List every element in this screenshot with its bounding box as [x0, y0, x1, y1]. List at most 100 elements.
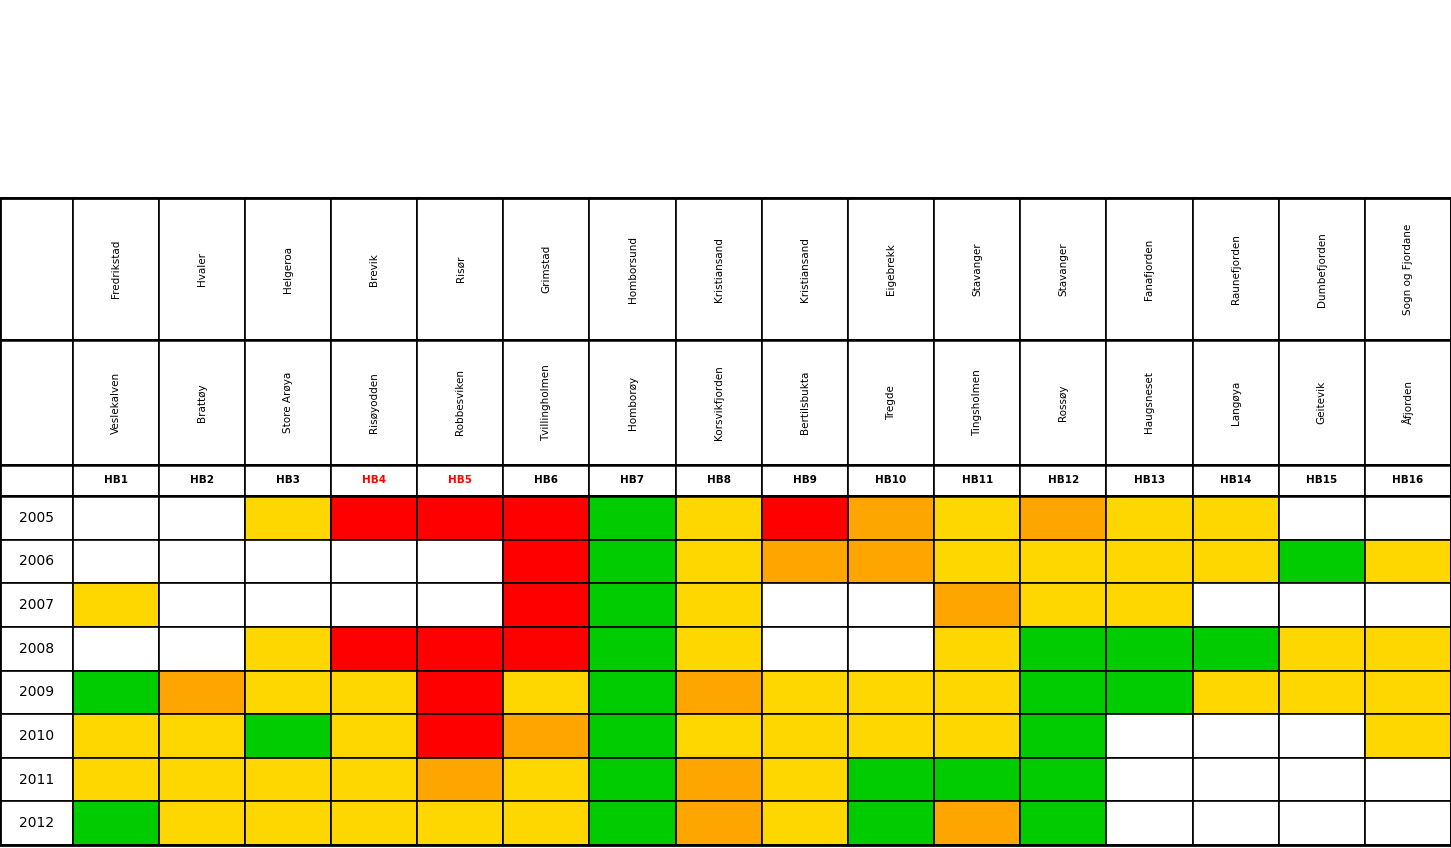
Text: HB11: HB11 — [962, 476, 992, 485]
Bar — [245, 539, 331, 583]
Bar — [158, 801, 245, 845]
Bar — [589, 496, 676, 539]
Text: Stavanger: Stavanger — [1058, 243, 1068, 296]
Bar — [1107, 340, 1193, 465]
Bar — [1278, 496, 1365, 539]
Text: HB13: HB13 — [1133, 476, 1165, 485]
Bar — [1278, 198, 1365, 340]
Bar — [1365, 758, 1451, 801]
Bar — [245, 758, 331, 801]
Text: HB15: HB15 — [1306, 476, 1338, 485]
Bar — [418, 627, 503, 671]
Bar — [1020, 627, 1106, 671]
Text: Hvaler: Hvaler — [197, 252, 207, 287]
Bar — [762, 465, 847, 496]
Text: Rossøy: Rossøy — [1058, 384, 1068, 421]
Text: Eigebrekk: Eigebrekk — [887, 243, 897, 295]
Bar — [0, 496, 73, 539]
Text: Haugsneset: Haugsneset — [1145, 371, 1155, 433]
Text: Raunefjorden: Raunefjorden — [1230, 234, 1241, 304]
Bar — [1193, 539, 1278, 583]
Text: Brattøy: Brattøy — [197, 383, 207, 421]
Bar — [1365, 340, 1451, 465]
Text: 2009: 2009 — [19, 685, 54, 700]
Text: Homborsund: Homborsund — [627, 236, 637, 303]
Bar — [331, 627, 418, 671]
Text: Dumbefjorden: Dumbefjorden — [1316, 232, 1326, 307]
Bar — [934, 583, 1020, 627]
Bar — [503, 539, 589, 583]
Bar — [0, 627, 73, 671]
Text: 2010: 2010 — [19, 729, 54, 743]
Bar — [762, 671, 847, 714]
Bar — [418, 758, 503, 801]
Bar — [73, 671, 158, 714]
Bar — [418, 340, 503, 465]
Bar — [1278, 627, 1365, 671]
Bar — [589, 627, 676, 671]
Bar — [158, 465, 245, 496]
Bar — [0, 539, 73, 583]
Bar — [418, 198, 503, 340]
Bar — [847, 465, 934, 496]
Bar — [847, 758, 934, 801]
Bar — [331, 583, 418, 627]
Text: Risør: Risør — [456, 256, 466, 282]
Text: Kristiansand: Kristiansand — [714, 237, 724, 302]
Bar — [503, 714, 589, 758]
Bar — [1020, 198, 1106, 340]
Bar — [1020, 539, 1106, 583]
Text: Korsvikfjorden: Korsvikfjorden — [714, 365, 724, 440]
Bar — [331, 671, 418, 714]
Bar — [1020, 340, 1106, 465]
Text: Homborøy: Homborøy — [627, 376, 637, 430]
Bar — [676, 465, 762, 496]
Text: Robbesviken: Robbesviken — [456, 370, 466, 436]
Text: 2011: 2011 — [19, 773, 54, 787]
Text: HB7: HB7 — [621, 476, 644, 485]
Bar — [73, 465, 158, 496]
Text: Fanafjorden: Fanafjorden — [1145, 238, 1155, 300]
Bar — [503, 627, 589, 671]
Bar — [676, 583, 762, 627]
Bar — [1107, 714, 1193, 758]
Bar — [1020, 758, 1106, 801]
Bar — [1278, 465, 1365, 496]
Bar — [0, 198, 1451, 845]
Bar — [762, 496, 847, 539]
Bar — [331, 198, 418, 340]
Bar — [245, 801, 331, 845]
Bar — [245, 465, 331, 496]
Bar — [1365, 539, 1451, 583]
Bar — [1193, 801, 1278, 845]
Bar — [1020, 714, 1106, 758]
Text: Risøyodden: Risøyodden — [369, 372, 379, 432]
Text: Tingsholmen: Tingsholmen — [972, 369, 982, 436]
Bar — [847, 539, 934, 583]
Bar — [676, 198, 762, 340]
Bar — [589, 465, 676, 496]
Bar — [73, 714, 158, 758]
Bar — [1193, 758, 1278, 801]
Text: HB14: HB14 — [1220, 476, 1251, 485]
Bar — [158, 496, 245, 539]
Bar — [1365, 583, 1451, 627]
Text: 2006: 2006 — [19, 555, 54, 568]
Bar — [1020, 465, 1106, 496]
Text: Brevik: Brevik — [369, 253, 379, 286]
Bar — [762, 758, 847, 801]
Bar — [676, 671, 762, 714]
Bar — [847, 801, 934, 845]
Bar — [503, 583, 589, 627]
Bar — [762, 714, 847, 758]
Bar — [589, 671, 676, 714]
Bar — [1193, 714, 1278, 758]
Bar — [934, 198, 1020, 340]
Bar — [1107, 465, 1193, 496]
Bar — [762, 340, 847, 465]
Bar — [245, 627, 331, 671]
Bar — [245, 340, 331, 465]
Bar — [1365, 801, 1451, 845]
Bar — [418, 714, 503, 758]
Bar — [934, 758, 1020, 801]
